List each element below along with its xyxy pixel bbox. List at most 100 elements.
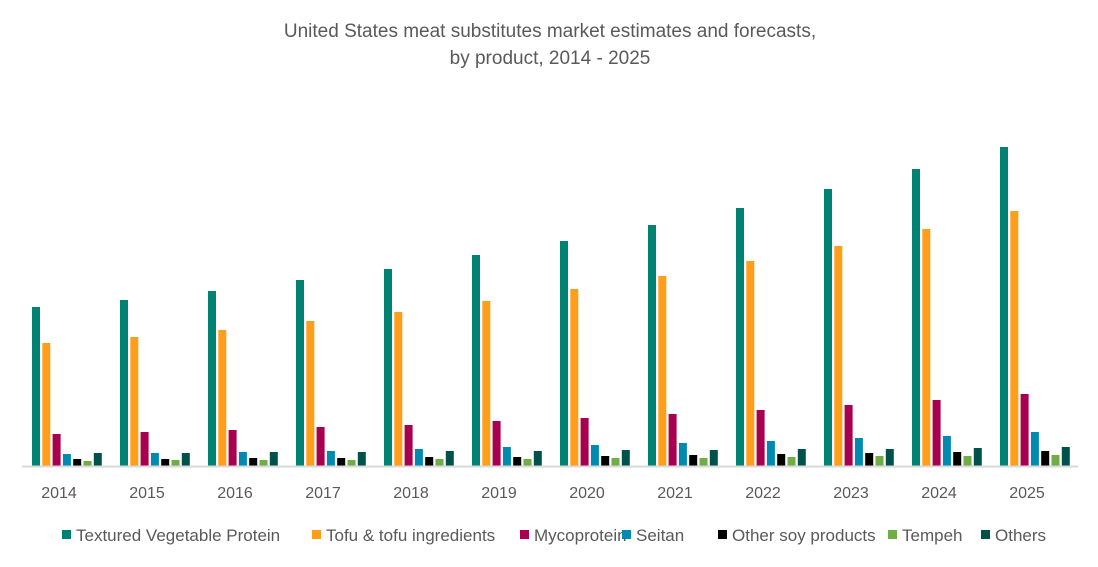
chart-title-line-2: by product, 2014 - 2025 xyxy=(450,48,651,69)
x-tick-label: 2021 xyxy=(657,485,693,502)
bar-seitan-2024 xyxy=(942,436,951,466)
bar-tempeh-2022 xyxy=(787,457,796,466)
bar-mycoprotein-2017 xyxy=(316,427,325,466)
bar-tempeh-2015 xyxy=(171,460,180,466)
bar-tempeh-2017 xyxy=(347,460,356,466)
bar-textured-vegetable-protein-2024 xyxy=(912,169,920,466)
bar-tofu-tofu-ingredients-2016 xyxy=(218,330,227,466)
bar-mycoprotein-2025 xyxy=(1020,394,1029,466)
legend-item: Seitan xyxy=(622,526,684,545)
x-tick-label: 2017 xyxy=(305,485,341,502)
bar-tempeh-2021 xyxy=(699,458,708,466)
bar-seitan-2023 xyxy=(854,438,863,466)
legend-label: Tempeh xyxy=(902,526,962,545)
bar-textured-vegetable-protein-2023 xyxy=(824,189,832,466)
bar-seitan-2014 xyxy=(62,454,71,466)
bar-others-2018 xyxy=(445,451,454,466)
bar-tofu-tofu-ingredients-2015 xyxy=(130,337,139,466)
bar-tofu-tofu-ingredients-2023 xyxy=(834,246,843,466)
x-tick-label: 2018 xyxy=(393,485,429,502)
bar-textured-vegetable-protein-2014 xyxy=(32,307,40,466)
bar-tofu-tofu-ingredients-2020 xyxy=(570,289,579,466)
legend-item: Other soy products xyxy=(718,526,876,545)
legend-label: Others xyxy=(995,526,1046,545)
legend-swatch xyxy=(981,530,990,539)
x-tick-label: 2024 xyxy=(921,485,957,502)
bar-mycoprotein-2014 xyxy=(52,434,61,466)
legend-item: Others xyxy=(981,526,1046,545)
bar-mycoprotein-2019 xyxy=(492,421,501,466)
legend-item: Tofu & tofu ingredients xyxy=(312,526,495,545)
bar-mycoprotein-2020 xyxy=(580,418,589,466)
legend: Textured Vegetable Protein Tofu & tofu in… xyxy=(62,526,1046,545)
bar-seitan-2019 xyxy=(502,447,511,466)
legend-item: Tempeh xyxy=(888,526,962,545)
legend-label: Textured Vegetable Protein xyxy=(76,526,280,545)
bar-tofu-tofu-ingredients-2018 xyxy=(394,312,403,466)
bar-tempeh-2020 xyxy=(611,458,620,466)
bar-others-2014 xyxy=(93,453,102,466)
legend-item: Textured Vegetable Protein xyxy=(62,526,280,545)
bar-textured-vegetable-protein-2015 xyxy=(120,300,128,466)
bar-others-2016 xyxy=(269,452,278,466)
bar-seitan-2018 xyxy=(414,449,423,466)
x-tick-label: 2019 xyxy=(481,485,517,502)
bar-tofu-tofu-ingredients-2022 xyxy=(746,261,755,466)
bar-others-2015 xyxy=(181,453,190,466)
bar-tempeh-2016 xyxy=(259,460,268,466)
bar-tofu-tofu-ingredients-2024 xyxy=(922,229,931,466)
bar-tempeh-2023 xyxy=(875,456,884,466)
bar-tempeh-2019 xyxy=(523,459,532,466)
legend-swatch xyxy=(622,530,631,539)
legend-swatch xyxy=(312,530,321,539)
legend-swatch xyxy=(718,530,727,539)
bar-textured-vegetable-protein-2025 xyxy=(1000,147,1008,466)
bar-mycoprotein-2015 xyxy=(140,432,149,466)
legend-item: Mycoprotein xyxy=(520,526,627,545)
bar-others-2020 xyxy=(621,450,630,466)
bar-other-soy-products-2017 xyxy=(337,458,346,466)
bar-other-soy-products-2016 xyxy=(249,458,258,466)
bar-tempeh-2018 xyxy=(435,459,444,466)
bar-tempeh-2014 xyxy=(83,461,92,466)
bar-other-soy-products-2018 xyxy=(425,457,434,466)
legend-swatch xyxy=(520,530,529,539)
bar-mycoprotein-2016 xyxy=(228,430,237,466)
bar-others-2024 xyxy=(973,448,982,466)
legend-swatch xyxy=(62,530,71,539)
bar-other-soy-products-2024 xyxy=(953,452,962,466)
bar-others-2022 xyxy=(797,449,806,466)
bar-tempeh-2024 xyxy=(963,456,972,466)
bar-other-soy-products-2014 xyxy=(73,459,82,466)
bar-textured-vegetable-protein-2016 xyxy=(208,291,216,466)
bar-seitan-2015 xyxy=(150,453,159,466)
bar-mycoprotein-2022 xyxy=(756,410,765,466)
legend-label: Mycoprotein xyxy=(534,526,627,545)
bar-other-soy-products-2023 xyxy=(865,453,874,466)
bar-textured-vegetable-protein-2018 xyxy=(384,269,392,466)
x-tick-label: 2022 xyxy=(745,485,781,502)
bar-seitan-2017 xyxy=(326,451,335,466)
bar-mycoprotein-2021 xyxy=(668,414,677,466)
bar-other-soy-products-2020 xyxy=(601,456,610,466)
bar-other-soy-products-2021 xyxy=(689,455,698,466)
legend-swatch xyxy=(888,530,897,539)
x-tick-label: 2015 xyxy=(129,485,165,502)
chart-title-line-1: United States meat substitutes market es… xyxy=(284,21,816,42)
bar-textured-vegetable-protein-2017 xyxy=(296,280,304,466)
bar-other-soy-products-2025 xyxy=(1041,451,1050,466)
bar-tofu-tofu-ingredients-2014 xyxy=(42,343,51,466)
x-tick-label: 2014 xyxy=(41,485,77,502)
bar-tofu-tofu-ingredients-2021 xyxy=(658,276,667,466)
bar-textured-vegetable-protein-2021 xyxy=(648,225,656,466)
bar-tofu-tofu-ingredients-2017 xyxy=(306,321,315,466)
bar-others-2017 xyxy=(357,452,366,466)
x-tick-label: 2020 xyxy=(569,485,605,502)
bars xyxy=(32,147,1070,466)
bar-tofu-tofu-ingredients-2025 xyxy=(1010,211,1019,466)
bar-seitan-2020 xyxy=(590,445,599,466)
bar-seitan-2025 xyxy=(1030,432,1039,466)
bar-mycoprotein-2018 xyxy=(404,425,413,466)
legend-label: Other soy products xyxy=(732,526,876,545)
